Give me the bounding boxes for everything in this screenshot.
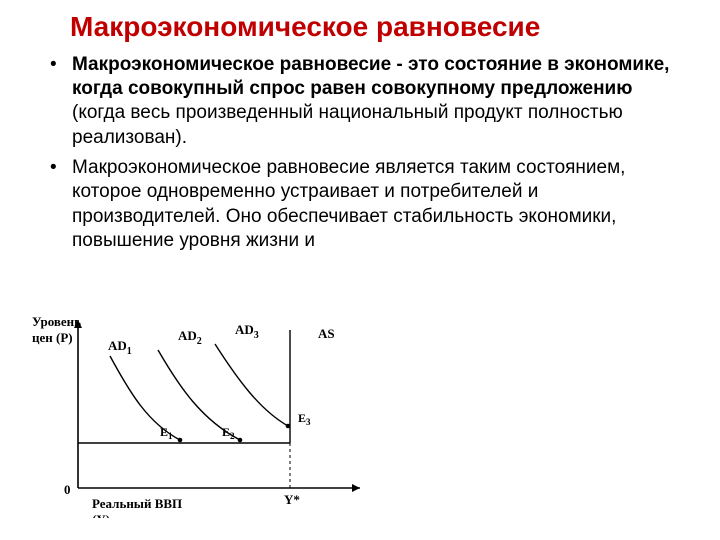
bullet-bold: Макроэкономическое равновесие [72,54,391,75]
slide-title: Макроэкономическое равновесие [70,12,690,43]
chart-container: Уровеньцен (P)0Реальный ВВП(Y)Y*AD1AD2AD… [30,308,390,518]
bullet-text: Макроэкономическое равновесие является т… [72,157,625,251]
svg-text:0: 0 [64,482,71,497]
svg-text:Реальный ВВП: Реальный ВВП [92,496,182,511]
bullet-item: Макроэкономическое равновесие является т… [50,156,690,253]
svg-text:AS: AS [318,326,335,341]
svg-text:(Y): (Y) [92,512,110,518]
bullet-rest: (когда весь произведенный национальный п… [72,102,623,147]
bullet-list: Макроэкономическое равновесие - это сост… [50,53,690,254]
svg-text:Y*: Y* [284,492,300,507]
ad-as-chart: Уровеньцен (P)0Реальный ВВП(Y)Y*AD1AD2AD… [30,308,390,518]
svg-text:цен (P): цен (P) [32,330,73,345]
bullet-item: Макроэкономическое равновесие - это сост… [50,53,690,150]
slide: Макроэкономическое равновесие Макроэконо… [0,0,720,540]
svg-text:Уровень: Уровень [32,314,81,329]
